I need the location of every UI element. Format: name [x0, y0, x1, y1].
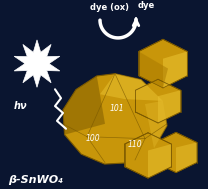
- Polygon shape: [158, 90, 181, 123]
- Text: dye: dye: [138, 1, 155, 10]
- Polygon shape: [145, 101, 167, 148]
- Text: β-SnWO₄: β-SnWO₄: [8, 175, 63, 185]
- Polygon shape: [135, 79, 181, 123]
- Polygon shape: [148, 144, 171, 178]
- Polygon shape: [63, 74, 167, 164]
- Polygon shape: [163, 51, 187, 88]
- Polygon shape: [14, 40, 60, 87]
- Text: hν: hν: [14, 101, 28, 111]
- Polygon shape: [100, 74, 163, 101]
- Polygon shape: [176, 142, 197, 173]
- Polygon shape: [125, 133, 171, 178]
- Polygon shape: [139, 51, 168, 88]
- Text: 110: 110: [128, 139, 142, 149]
- Text: dye (ox): dye (ox): [90, 3, 129, 12]
- Polygon shape: [63, 76, 105, 135]
- Text: 101: 101: [110, 104, 124, 113]
- Text: 100: 100: [86, 134, 100, 143]
- Polygon shape: [155, 132, 197, 173]
- Polygon shape: [139, 39, 187, 88]
